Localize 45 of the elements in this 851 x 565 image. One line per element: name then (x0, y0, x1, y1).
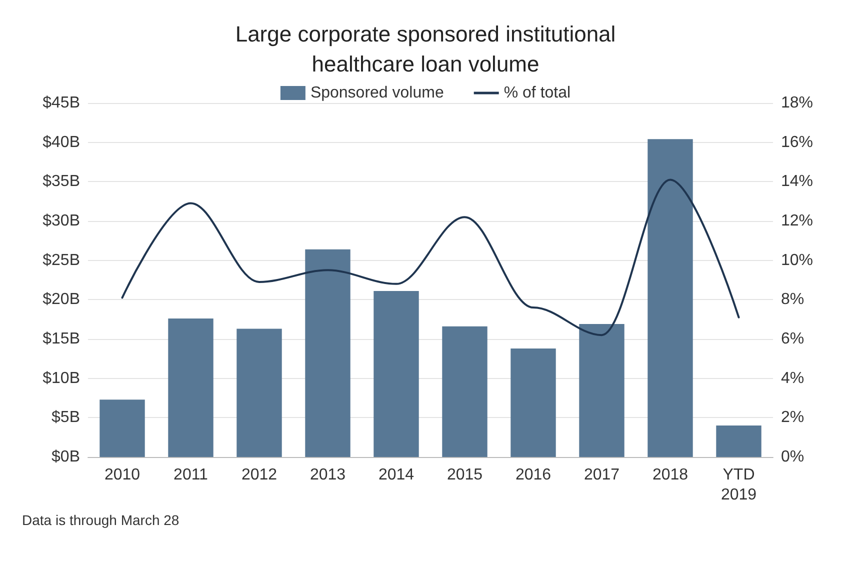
legend-label: Sponsored volume (310, 84, 444, 102)
x-tick-label: 2013 (310, 466, 346, 484)
y-tick-label: $20B (42, 291, 80, 308)
y-tick-label: $40B (42, 134, 80, 151)
bar (100, 400, 145, 457)
y2-tick-label: 0% (781, 448, 804, 466)
x-tick-label: 2011 (174, 466, 208, 484)
y-tick-label: $0B (52, 448, 80, 466)
bar (168, 318, 214, 457)
x-tick-label: 2015 (446, 466, 483, 484)
x-tick-label: 2014 (378, 466, 414, 484)
chart-title: Large corporate sponsored institutional healthcare loan volume (235, 22, 616, 76)
text: Data is through March 28 (22, 512, 180, 528)
y-tick-label: $5B (52, 409, 80, 426)
y2-tick-label: 12% (781, 212, 814, 230)
x-tick-label: 2017 (584, 466, 620, 484)
y-tick-label: $45B (42, 94, 80, 112)
y2-tick-label: 14% (781, 173, 814, 190)
x-tick-label: 2018 (652, 466, 688, 484)
bar (374, 291, 419, 457)
bar (236, 328, 282, 457)
y2-tick-label: 16% (781, 134, 814, 151)
y2-tick-label: 18% (781, 94, 814, 112)
y2-tick-label: 4% (781, 370, 804, 387)
y-tick-label: $25B (42, 252, 80, 269)
bar (716, 426, 762, 457)
bar (510, 348, 556, 457)
x-tick-label: 2012 (241, 466, 278, 484)
bar (305, 249, 350, 457)
y2-tick-label: 8% (781, 291, 804, 308)
bar (648, 139, 693, 457)
y-tick-label: $15B (42, 330, 80, 348)
y-tick-label: $10B (42, 370, 80, 387)
x-tick-label: 2010 (104, 466, 140, 484)
bar (579, 324, 624, 457)
line-series (121, 178, 740, 336)
y2-tick-label: 10% (781, 252, 814, 269)
bar (442, 326, 488, 457)
x-tick-label: 2016 (515, 466, 552, 484)
y-tick-label: $30B (42, 212, 80, 230)
y2-tick-label: 6% (781, 330, 804, 348)
y-tick-label: $35B (42, 173, 80, 190)
y2-tick-label: 2% (781, 409, 804, 426)
legend-label: % of total (504, 84, 571, 102)
x-tick-label: YTD 2019 (720, 466, 757, 504)
